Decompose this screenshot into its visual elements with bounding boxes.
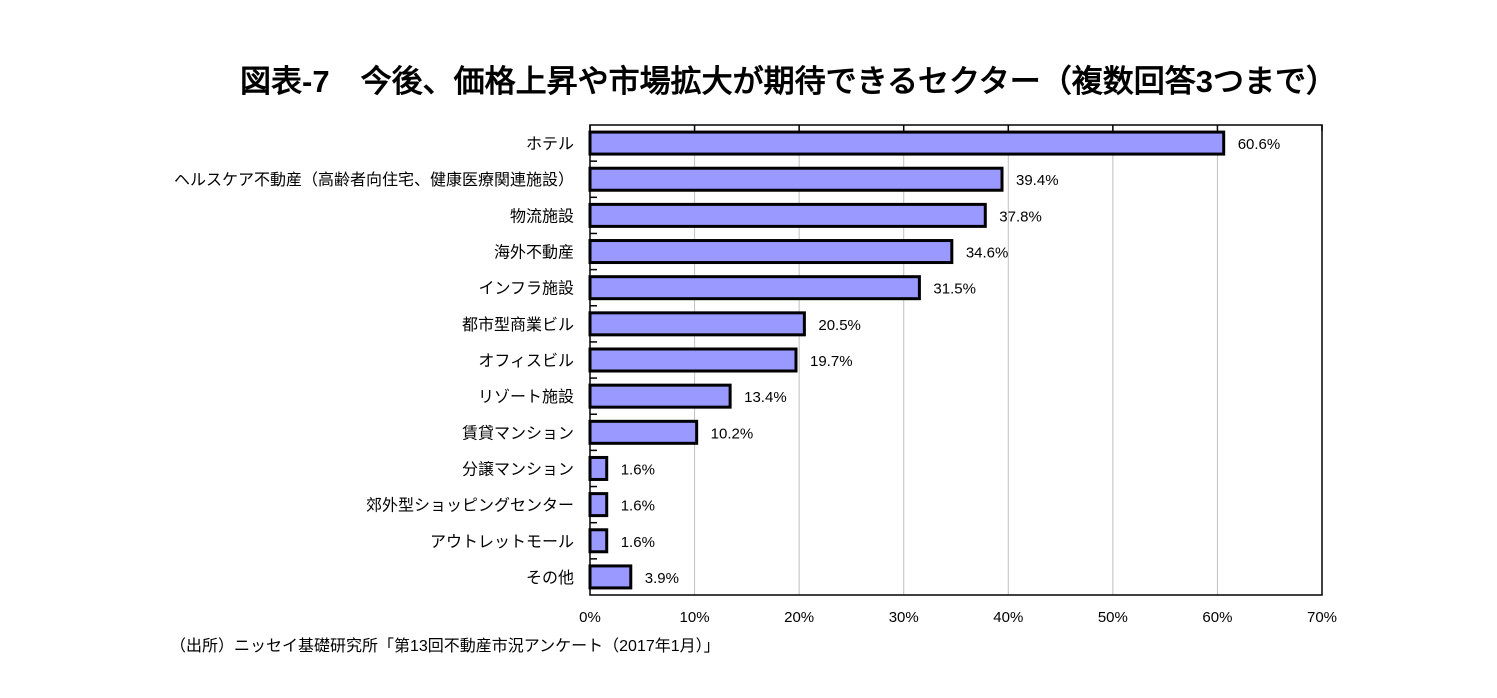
bar [588,311,806,337]
category-label: 物流施設 [510,207,574,225]
category-label: インフラ施設 [478,280,574,298]
x-tick-label: 30% [889,609,919,626]
bar [588,239,954,265]
data-label: 10.2% [711,425,754,442]
bar [588,419,699,445]
x-tick-label: 0% [579,609,601,626]
chart-title: 図表-7 今後、価格上昇や市場拡大が期待できるセクター（複数回答3つまで） [240,64,1337,99]
category-label: 郊外型ショッピングセンター [366,497,574,515]
plot-border [589,124,1323,596]
x-tick-label: 10% [680,609,710,626]
category-label: アウトレットモール [430,533,574,551]
bar [588,383,732,409]
category-label: リゾート施設 [478,388,574,406]
bar [588,455,609,481]
data-label: 37.8% [999,208,1042,225]
bar [588,202,987,228]
data-label: 60.6% [1238,136,1281,153]
x-tick-label: 50% [1098,609,1128,626]
data-label: 1.6% [621,461,655,478]
category-label: 海外不動産 [494,244,574,262]
bar [588,130,1226,156]
bar [588,166,1004,192]
x-tick-label: 70% [1307,609,1337,626]
bar [588,347,798,373]
category-label: ホテル [526,136,574,153]
category-label: ヘルスケア不動産（高齢者向住宅、健康医療関連施設） [174,171,574,189]
data-label: 20.5% [818,317,861,334]
category-label: 都市型商業ビル [462,316,574,334]
data-label: 19.7% [810,353,853,370]
category-label: オフィスビル [478,352,574,370]
source-note: （出所）ニッセイ基礎研究所「第13回不動産市況アンケート（2017年1月）」 [170,638,720,655]
x-tick-label: 20% [784,609,814,626]
category-label: その他 [526,569,574,587]
data-label: 13.4% [744,389,787,406]
bar [588,564,633,590]
data-label: 39.4% [1016,172,1059,189]
x-tick-label: 60% [1202,609,1232,626]
data-label: 3.9% [645,570,679,587]
category-label: 賃貸マンション [462,424,574,442]
bar [588,275,921,301]
data-label: 31.5% [933,281,976,298]
data-label: 34.6% [966,245,1009,262]
bar [588,528,609,554]
x-tick-label: 40% [993,609,1023,626]
bar [588,492,609,518]
data-label: 1.6% [621,534,655,551]
data-label: 1.6% [621,498,655,515]
category-label: 分譲マンション [462,459,574,478]
